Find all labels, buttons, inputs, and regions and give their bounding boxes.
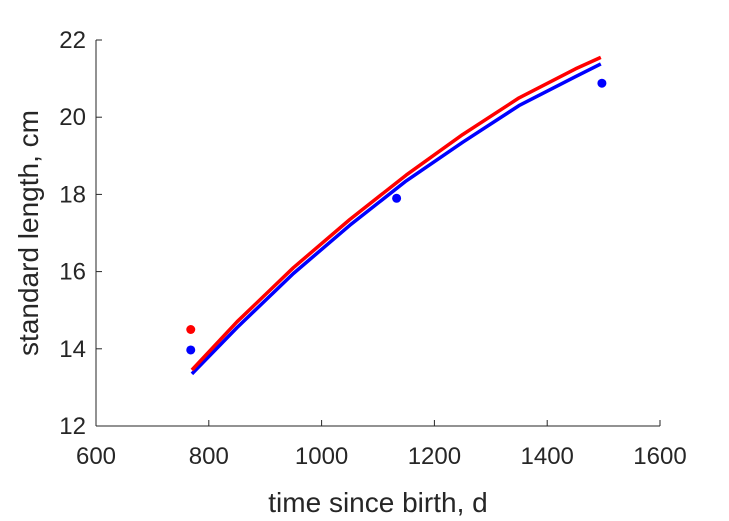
x-tick-label: 600	[76, 443, 116, 470]
x-tick-label: 1400	[521, 443, 574, 470]
x-tick-label: 800	[189, 443, 229, 470]
series-line-red	[190, 55, 602, 372]
y-tick-label: 14	[59, 336, 86, 363]
axes: 600 800 1000 1200 1400 1600 12 14 16 18 20 22	[59, 27, 686, 470]
y-tick-label: 18	[59, 181, 86, 208]
data-point-blue	[186, 345, 196, 355]
y-tick-label: 22	[59, 27, 86, 54]
y-tick-label: 16	[59, 259, 86, 286]
data-point-blue	[597, 78, 607, 88]
x-tick-label: 1600	[633, 443, 686, 470]
plot-area	[186, 55, 607, 376]
data-point-red	[186, 325, 196, 334]
x-tick-label: 1000	[295, 443, 348, 470]
series-line-blue	[190, 62, 602, 376]
y-tick-label: 12	[59, 413, 86, 440]
x-axis-label: time since birth, d	[268, 487, 487, 518]
y-axis-label: standard length, cm	[13, 110, 44, 356]
data-point-blue	[392, 193, 402, 203]
y-tick-label: 20	[59, 104, 86, 131]
x-tick-label: 1200	[408, 443, 461, 470]
